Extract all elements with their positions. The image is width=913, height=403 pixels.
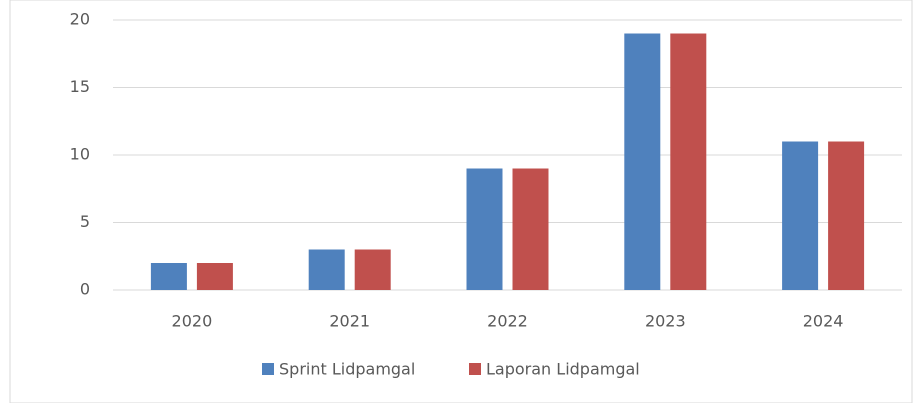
x-tick-label: 2021 <box>329 312 370 331</box>
bar <box>196 263 233 290</box>
x-tick-label: 2022 <box>487 312 528 331</box>
bar <box>828 141 865 290</box>
legend-swatch <box>262 363 274 375</box>
y-tick-label: 5 <box>80 212 90 231</box>
y-tick-label: 20 <box>70 10 90 29</box>
y-tick-label: 10 <box>70 145 90 164</box>
legend-label: Laporan Lidpamgal <box>486 360 640 379</box>
bar <box>354 249 391 290</box>
chart-frame <box>9 0 913 403</box>
bar <box>466 168 503 290</box>
x-tick-label: 2024 <box>803 312 844 331</box>
x-tick-label: 2020 <box>172 312 213 331</box>
bar <box>624 33 661 290</box>
bar <box>308 249 345 290</box>
bar <box>512 168 549 290</box>
x-tick-label: 2023 <box>645 312 686 331</box>
y-tick-label: 15 <box>70 77 90 96</box>
bar <box>670 33 707 290</box>
bar <box>150 263 187 290</box>
y-tick-label: 0 <box>80 280 90 299</box>
bar <box>782 141 819 290</box>
legend-swatch <box>469 363 481 375</box>
legend-label: Sprint Lidpamgal <box>279 360 415 379</box>
